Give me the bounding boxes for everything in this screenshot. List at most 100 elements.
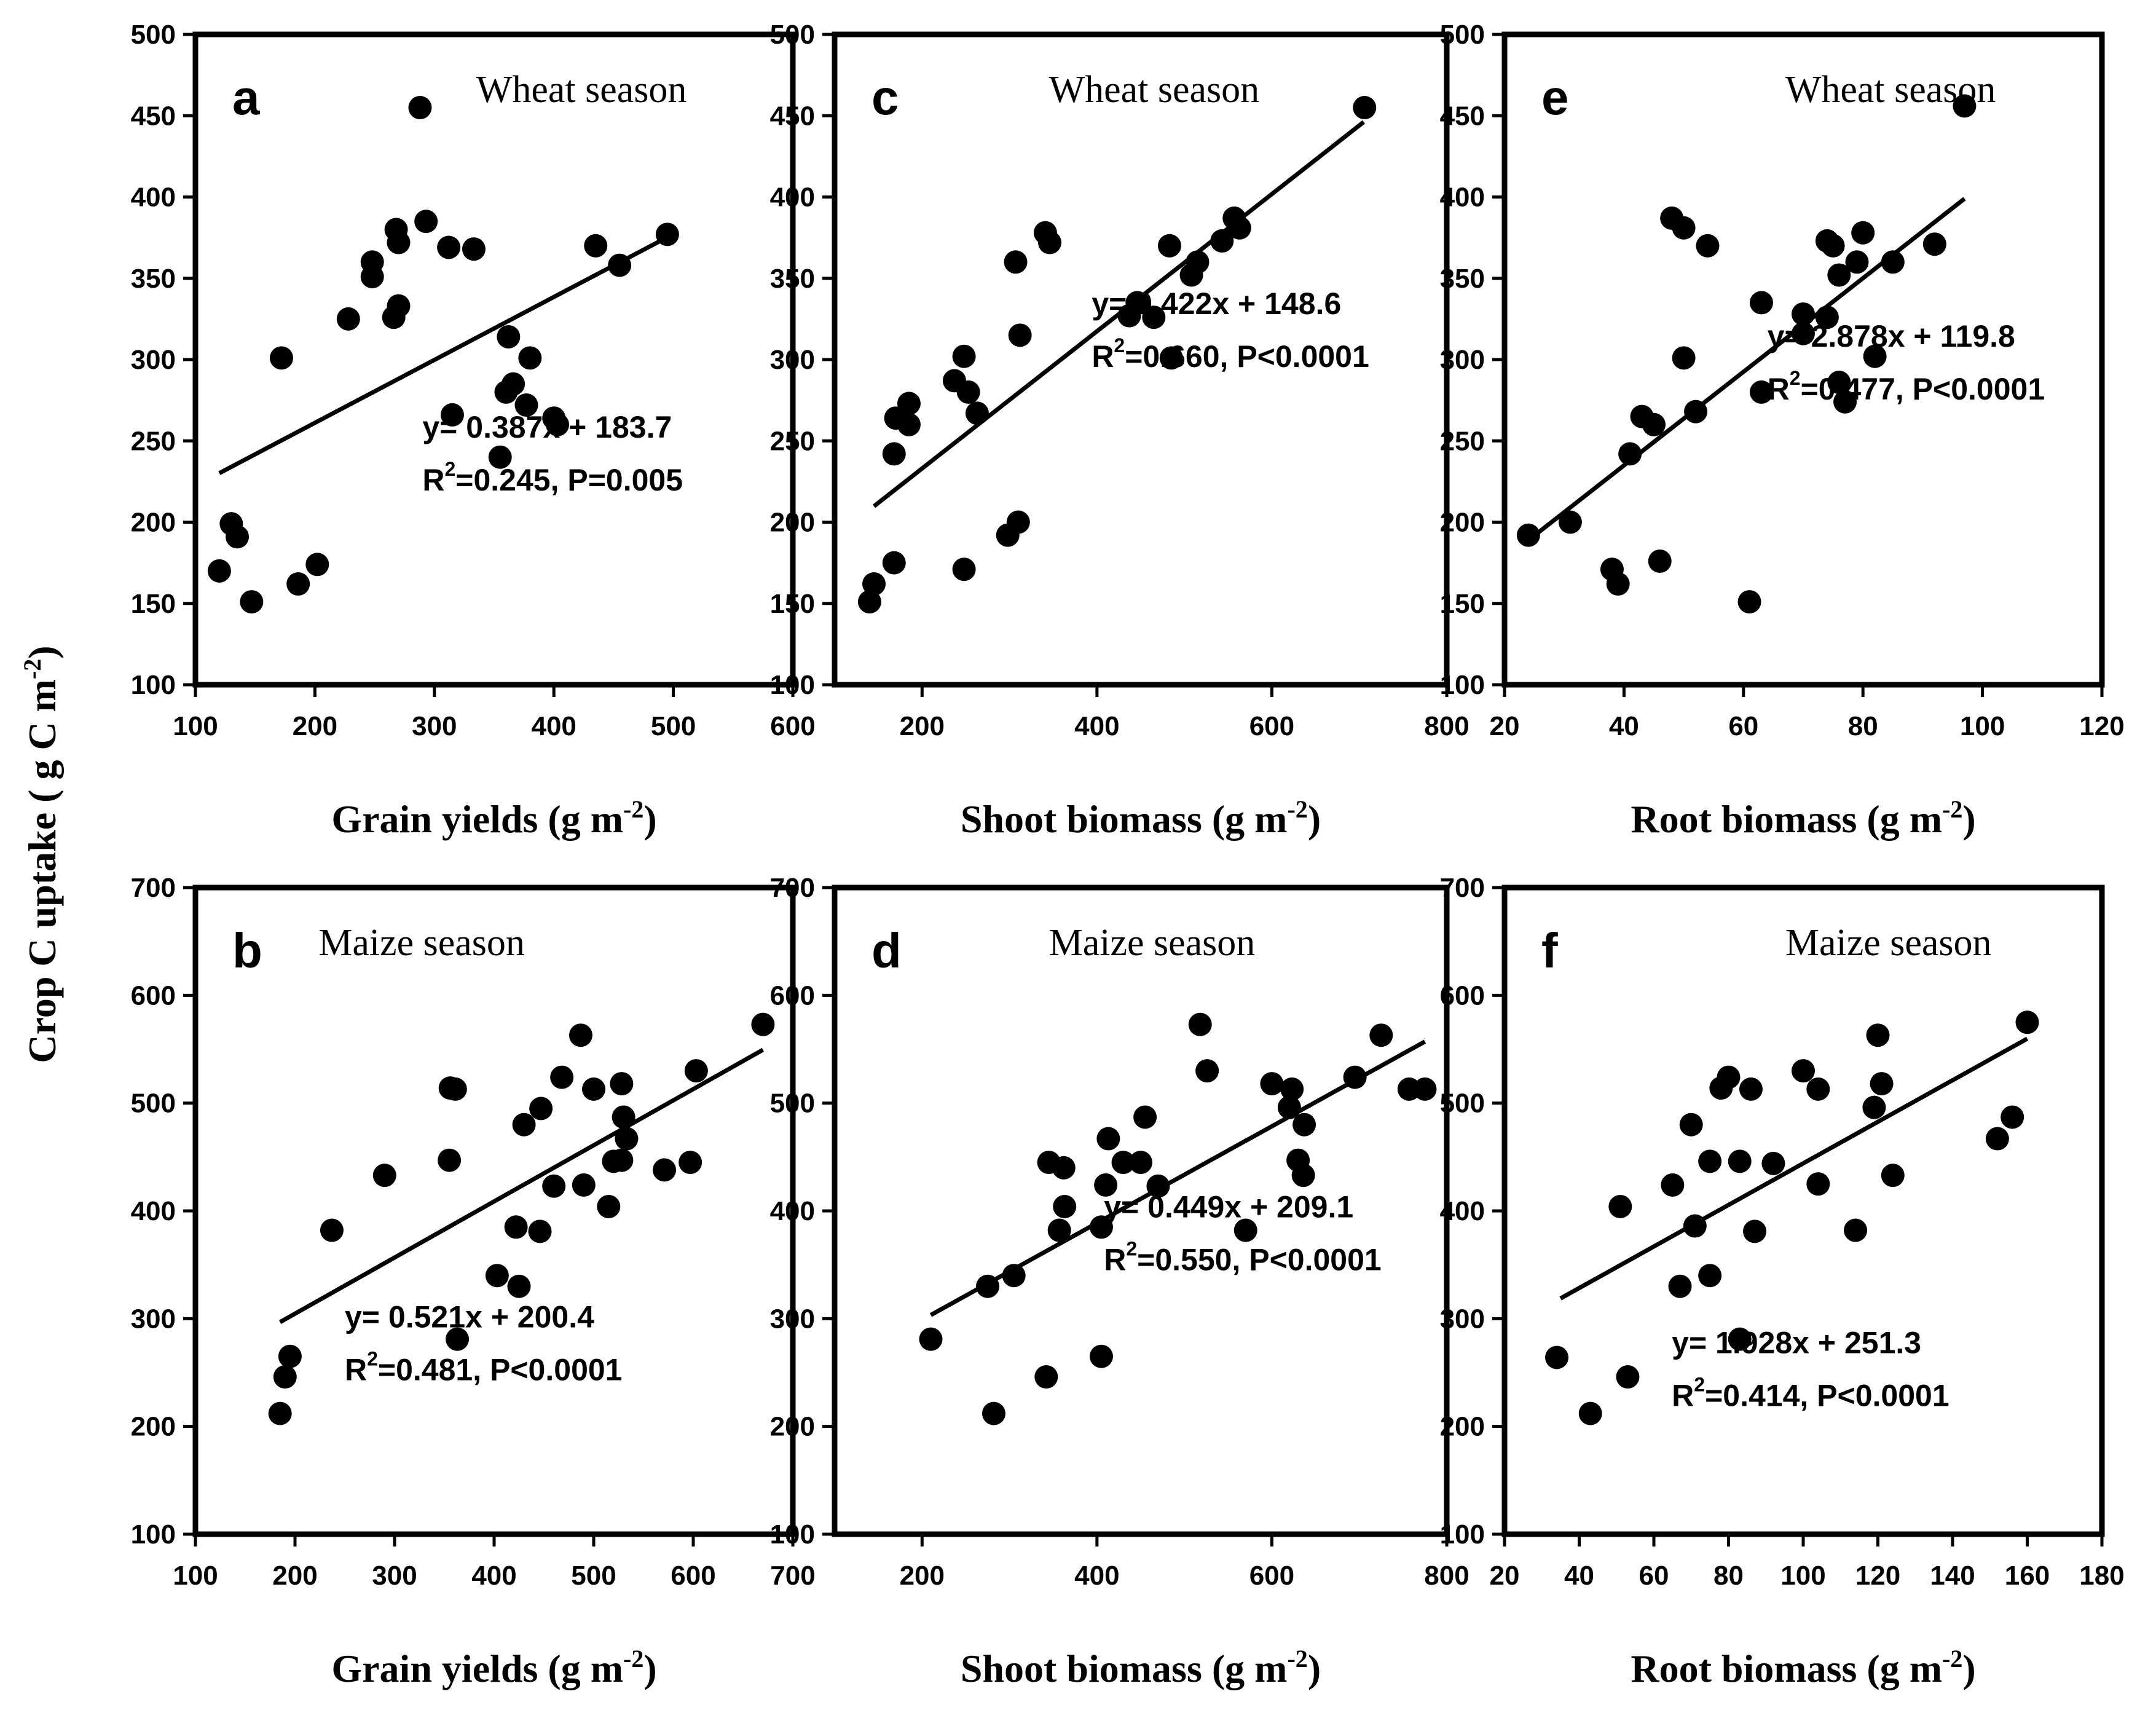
equation-d: y= 0.449x + 209.1 [1104,1190,1353,1224]
data-point-e-28 [1648,549,1672,573]
data-point-b-9 [612,1105,635,1129]
data-point-d-16 [1146,1174,1170,1198]
data-point-a-4 [437,235,461,259]
data-point-d-19 [1292,1113,1316,1137]
data-point-e-13 [1815,305,1839,329]
x-tick-label-e: 60 [1728,711,1758,741]
panel-label-c: c [871,70,899,125]
equation-e: y= 2.878x + 119.8 [1768,319,2015,353]
y-tick-label-c: 400 [770,183,815,213]
data-point-c-9 [1004,250,1028,274]
y-tick-label-f: 500 [1440,1089,1485,1119]
equation-a: y= 0.387x + 183.7 [422,410,672,444]
r-squared-a: R2=0.245, P=0.005 [422,458,683,497]
x-axis-label-a: Grain yields (g m-2) [331,795,656,841]
data-point-c-17 [942,369,966,393]
data-point-f-20 [1743,1219,1767,1243]
season-label-e: Wheat season [1785,69,1996,111]
data-point-b-17 [679,1151,702,1175]
x-tick-label-e: 80 [1848,711,1878,741]
data-point-a-18 [514,393,538,417]
data-point-e-8 [1827,263,1851,287]
data-point-b-23 [528,1219,552,1243]
r-squared-b: R2=0.481, P<0.0001 [345,1347,623,1387]
data-point-e-0 [1953,94,1977,118]
data-point-d-18 [1291,1164,1315,1188]
data-point-f-15 [1661,1173,1685,1197]
x-tick-label-f: 160 [2005,1561,2050,1591]
season-label-b: Maize season [318,922,525,964]
y-tick-label-a: 400 [131,183,176,213]
y-tick-label-c: 500 [770,20,815,50]
y-tick-label-d: 100 [770,1519,815,1550]
data-point-d-24 [1002,1264,1026,1288]
data-point-a-10 [336,307,360,331]
data-point-f-24 [1728,1327,1752,1351]
data-point-e-12 [1792,302,1815,326]
y-tick-label-f: 200 [1440,1412,1485,1442]
x-tick-label-f: 120 [1855,1561,1900,1591]
data-point-d-7 [1413,1077,1437,1101]
panel-label-f: f [1541,923,1558,978]
data-point-a-0 [408,96,432,120]
data-point-a-3 [387,230,411,254]
data-point-c-13 [1159,346,1183,370]
panel-d: 100 200 300 400 500 600 700 200 400 600 800 d Maize … [770,873,1469,1690]
data-point-e-22 [1684,400,1708,424]
x-tick-label-a: 100 [173,711,218,741]
plot-frame-a [192,31,796,688]
y-tick-label-f: 300 [1440,1304,1485,1334]
data-point-b-0 [751,1012,775,1036]
data-point-c-28 [857,590,881,614]
y-tick-label-b: 100 [131,1519,176,1550]
data-point-a-21 [440,403,464,427]
data-point-f-7 [1870,1072,1894,1096]
data-point-e-9 [1881,250,1905,274]
y-tick-label-a: 250 [131,426,176,456]
y-tick-label-d: 300 [770,1304,815,1334]
data-point-c-18 [965,401,989,425]
data-point-f-19 [1683,1214,1707,1238]
data-point-d-0 [1188,1012,1212,1036]
data-point-d-21 [1047,1218,1071,1242]
x-tick-label-b: 300 [372,1561,417,1591]
y-tick-label-c: 200 [770,508,815,538]
data-point-b-7 [582,1077,605,1101]
x-tick-label-d: 200 [900,1561,945,1591]
x-tick-label-f: 80 [1713,1561,1744,1591]
data-point-f-0 [2015,1011,2039,1034]
data-point-d-29 [982,1401,1005,1425]
x-tick-label-a: 300 [412,711,457,741]
y-tick-label-e: 100 [1440,670,1485,700]
equation-c: y= 0.422x + 148.6 [1092,286,1341,321]
x-tick-label-a: 500 [651,711,696,741]
data-point-e-23 [1618,442,1642,466]
data-point-a-1 [414,210,438,234]
data-point-a-7 [360,265,384,289]
data-point-b-27 [278,1344,302,1368]
y-tick-label-e: 150 [1440,589,1485,619]
data-point-f-16 [1806,1172,1830,1196]
y-tick-label-a: 350 [131,264,176,294]
panel-a: 100 150 200 250 300 350 400 450 500 100 200 300 400 5… [131,20,816,841]
panel-label-e: e [1541,70,1569,125]
x-tick-label-b: 700 [770,1561,815,1591]
data-point-b-10 [615,1127,639,1151]
data-point-e-2 [1672,216,1696,240]
panel-e: 100 150 200 250 300 350 400 450 500 20 40 60 80 100 12… [1440,20,2125,841]
data-point-a-15 [518,346,542,370]
data-point-c-22 [897,412,921,436]
y-tick-label-b: 200 [131,1412,176,1442]
x-tick-label-a: 600 [770,711,815,741]
y-tick-label-b: 400 [131,1196,176,1226]
data-point-d-1 [1369,1023,1393,1047]
x-tick-label-c: 400 [1074,711,1119,741]
season-label-d: Maize season [1049,922,1256,964]
data-point-c-5 [1210,229,1234,253]
panel-b: 100 200 300 400 500 600 700 100 200 300 400 500 600 7… [131,873,816,1690]
equation-b: y= 0.521x + 200.4 [345,1299,594,1334]
data-point-f-10 [1985,1127,2009,1151]
data-point-c-4 [1038,230,1062,254]
data-point-f-11 [1679,1113,1703,1137]
x-tick-label-b: 500 [571,1561,616,1591]
